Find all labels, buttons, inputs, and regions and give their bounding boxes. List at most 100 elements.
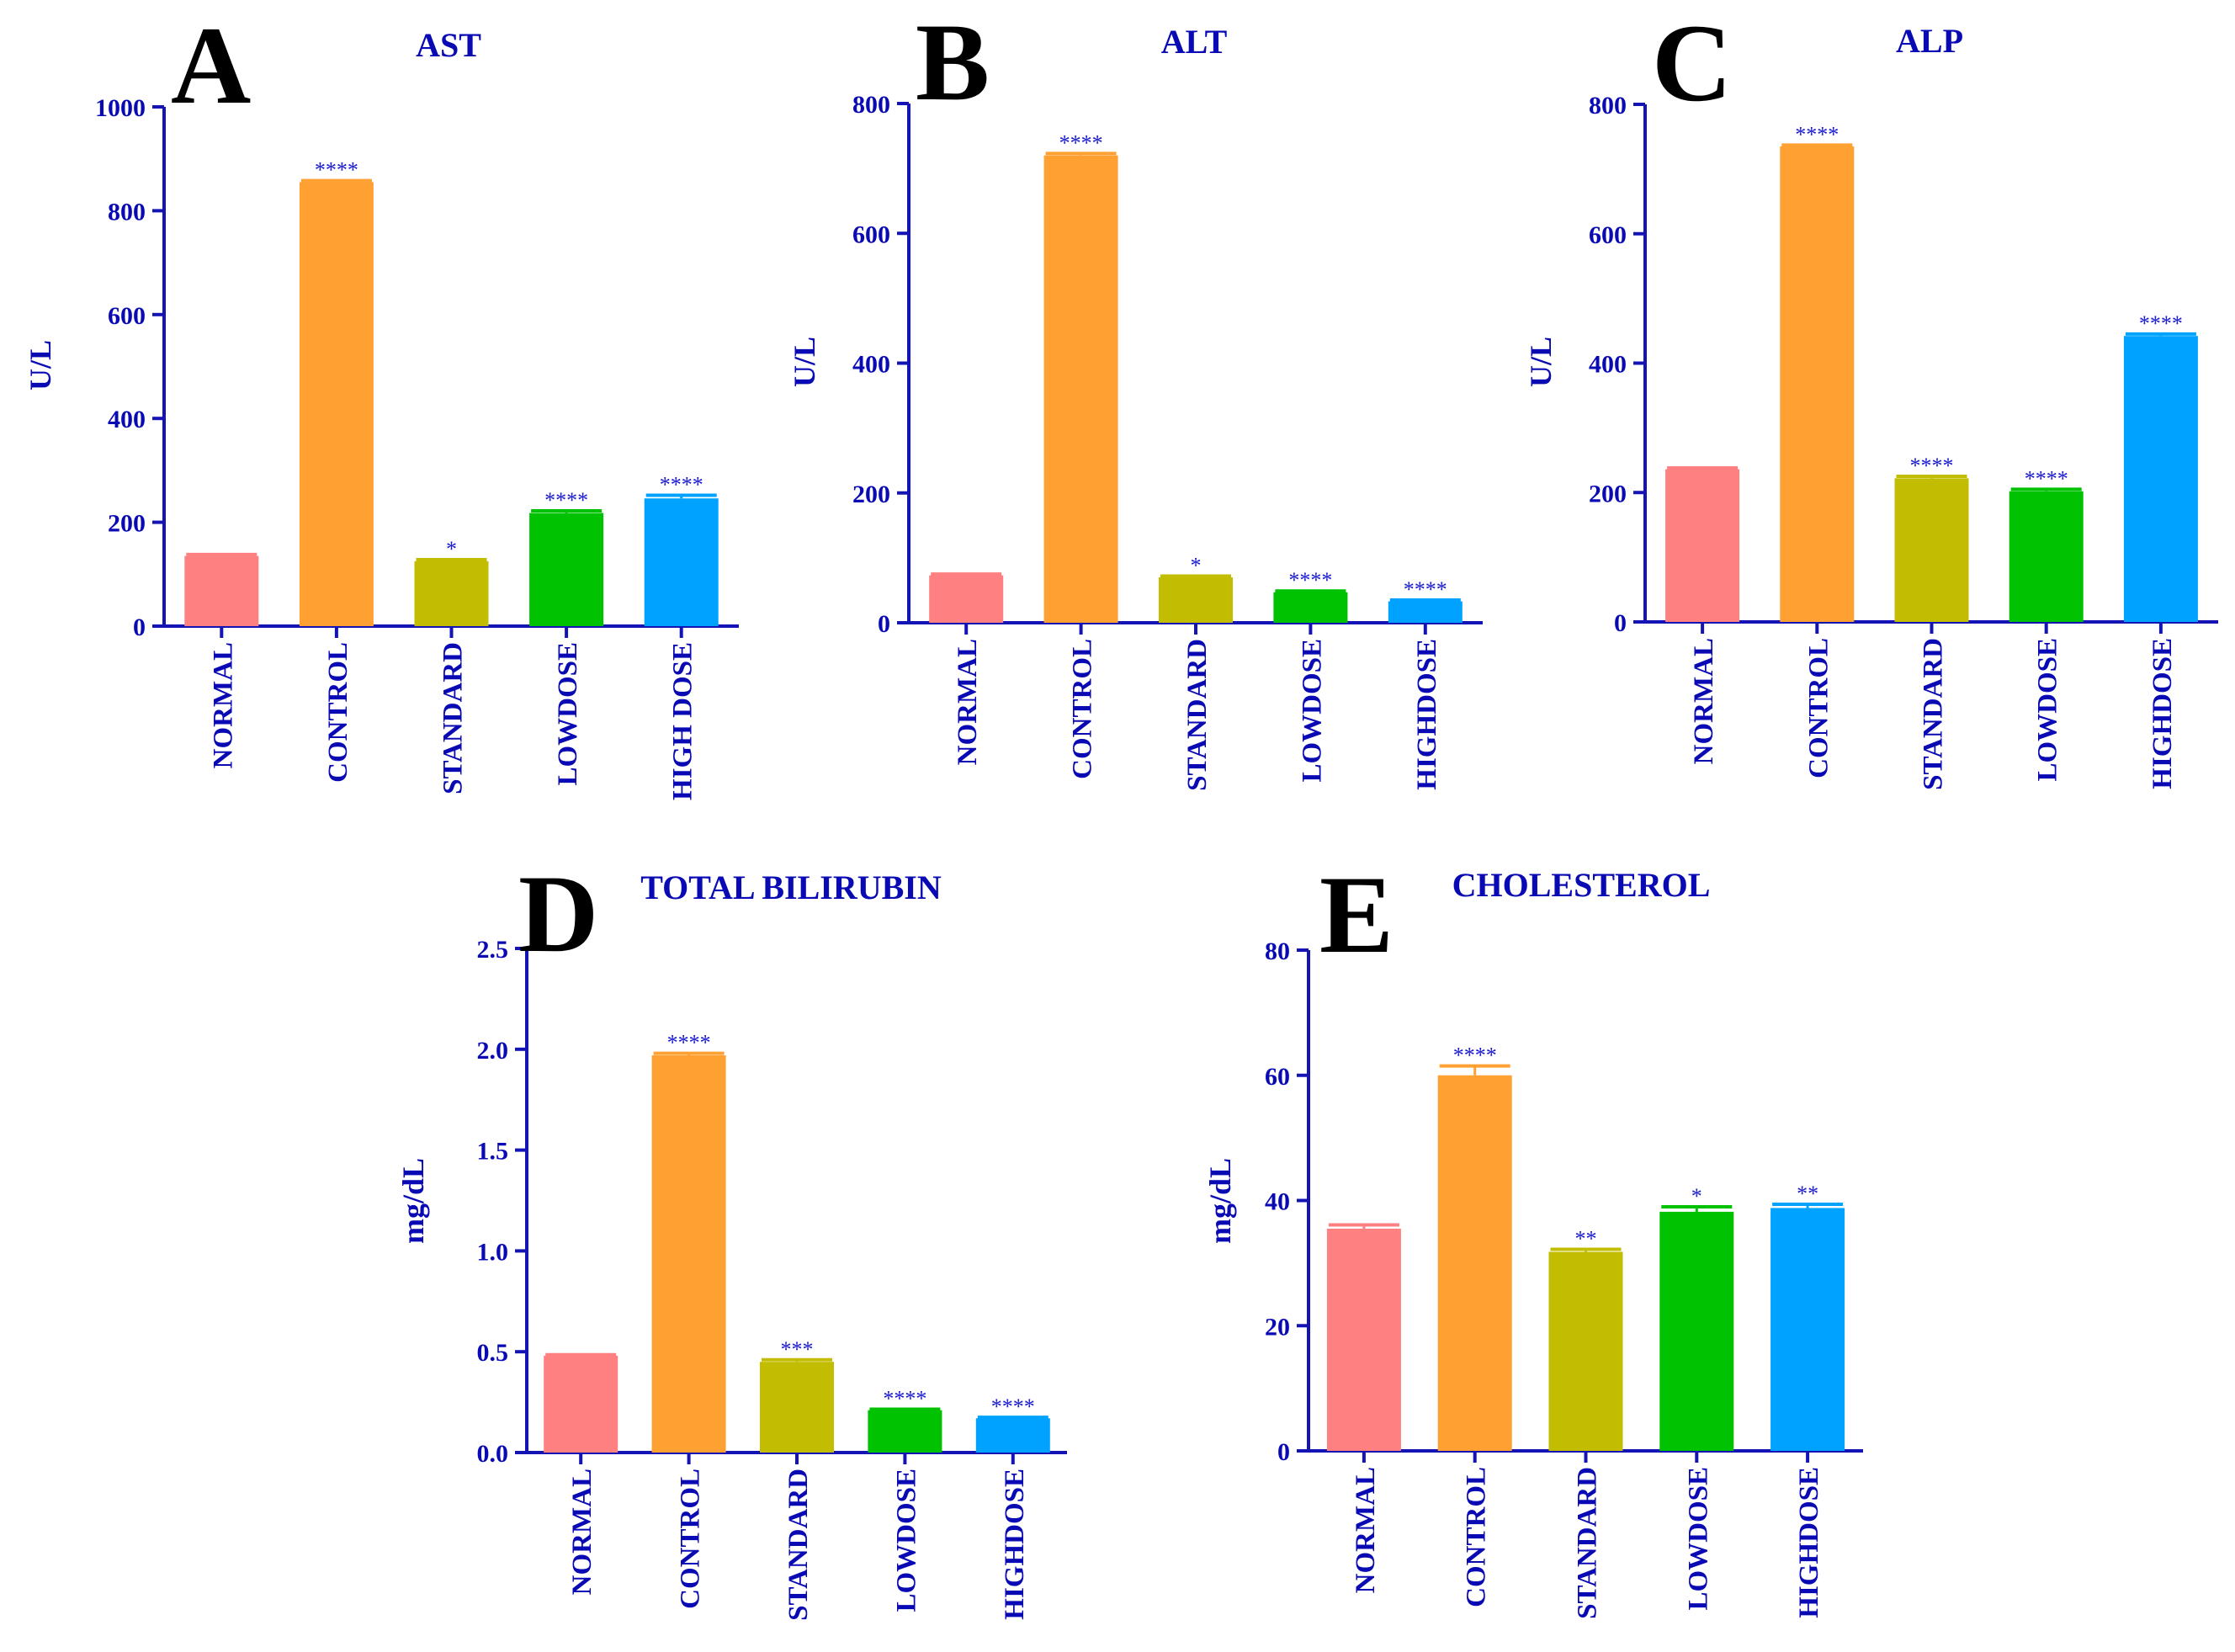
y-tick-label-a: 800 — [108, 198, 146, 226]
bar-c-standard — [1894, 478, 1969, 622]
bar-c-control — [1780, 146, 1855, 622]
panel-title-d: TOTAL BILIRUBIN — [640, 868, 942, 906]
category-label-b-control: CONTROL — [1068, 639, 1098, 779]
category-label-a-lowdose: LOWDOSE — [553, 642, 583, 786]
category-label-a-standard: STANDARD — [438, 642, 469, 794]
category-label-e-control: CONTROL — [1462, 1467, 1492, 1607]
y-tick-label-c: 0 — [1614, 609, 1627, 637]
bar-d-standard — [760, 1362, 834, 1453]
y-tick-label-a: 1000 — [95, 94, 146, 122]
significance-label-c-control: **** — [1795, 122, 1839, 146]
y-tick-label-e: 40 — [1265, 1188, 1290, 1216]
bar-a-lowdose — [529, 513, 604, 626]
y-tick-label-b: 800 — [852, 91, 890, 119]
bar-b-normal — [929, 575, 1004, 623]
category-label-b-highdose: HIGHDOSE — [1412, 639, 1442, 790]
significance-label-b-highdose: **** — [1404, 577, 1447, 602]
category-label-b-normal: NORMAL — [953, 639, 983, 765]
y-tick-label-a: 0 — [133, 614, 146, 641]
panel-title-e: CHOLESTEROL — [1452, 866, 1711, 904]
y-tick-label-e: 80 — [1265, 938, 1290, 965]
panel-title-b: ALT — [1161, 23, 1228, 61]
significance-label-e-highdose: ** — [1797, 1182, 1818, 1206]
y-tick-label-d: 2.0 — [477, 1037, 509, 1065]
y-tick-label-d: 0.5 — [477, 1339, 509, 1367]
category-label-e-normal: NORMAL — [1351, 1467, 1381, 1593]
bar-b-lowdose — [1273, 592, 1348, 623]
panel-e: 0 20 40 60 80 NORMAL **** CONTROL ** STANDARD * LOW… — [1203, 853, 1863, 1619]
category-label-a-control: CONTROL — [323, 642, 353, 783]
category-label-a-normal: NORMAL — [208, 642, 238, 768]
bar-a-standard — [414, 560, 489, 626]
y-tick-label-e: 60 — [1265, 1063, 1290, 1091]
panel-letter-c: C — [1652, 1, 1732, 125]
y-tick-label-e: 0 — [1277, 1438, 1290, 1466]
bar-b-highdose — [1388, 601, 1463, 623]
significance-label-d-control: **** — [667, 1031, 711, 1055]
y-tick-label-b: 600 — [852, 220, 890, 248]
bar-a-control — [299, 182, 374, 627]
significance-label-a-high-dose: **** — [660, 473, 703, 497]
bar-b-standard — [1159, 577, 1233, 623]
y-axis-label-a: U/L — [24, 340, 57, 390]
category-label-d-highdose: HIGHDOSE — [1000, 1469, 1030, 1620]
category-label-d-normal: NORMAL — [567, 1469, 597, 1595]
bar-a-normal — [184, 555, 259, 626]
category-label-a-high-dose: HIGH DOSE — [668, 642, 698, 800]
bar-d-normal — [544, 1355, 618, 1453]
bar-d-lowdose — [868, 1410, 942, 1453]
y-tick-label-c: 800 — [1589, 92, 1627, 120]
category-label-e-standard: STANDARD — [1573, 1467, 1603, 1619]
y-tick-label-e: 20 — [1265, 1313, 1290, 1341]
y-tick-label-c: 600 — [1589, 221, 1627, 249]
significance-label-a-standard: * — [446, 537, 457, 561]
category-label-b-standard: STANDARD — [1182, 639, 1213, 791]
y-tick-label-a: 600 — [108, 302, 146, 330]
category-label-c-standard: STANDARD — [1919, 638, 1949, 790]
panel-title-a: AST — [416, 26, 481, 64]
category-label-d-lowdose: LOWDOSE — [891, 1469, 921, 1612]
panel-letter-a: A — [171, 3, 251, 127]
significance-label-a-lowdose: **** — [544, 488, 588, 513]
bar-d-highdose — [975, 1418, 1050, 1453]
y-tick-label-d: 0.0 — [477, 1440, 509, 1468]
significance-label-b-control: **** — [1059, 130, 1103, 155]
panel-letter-b: B — [916, 0, 990, 124]
significance-label-e-control: **** — [1453, 1044, 1497, 1068]
significance-label-e-lowdose: * — [1691, 1184, 1702, 1208]
significance-label-b-standard: * — [1191, 553, 1202, 577]
bar-e-highdose — [1770, 1208, 1845, 1451]
significance-label-d-highdose: **** — [991, 1394, 1035, 1419]
y-tick-label-d: 1.0 — [477, 1238, 509, 1266]
category-label-c-normal: NORMAL — [1689, 638, 1719, 764]
bar-d-control — [651, 1054, 726, 1453]
bar-e-standard — [1548, 1251, 1623, 1451]
bar-e-normal — [1326, 1228, 1401, 1451]
category-label-d-standard: STANDARD — [783, 1469, 814, 1621]
significance-label-e-standard: ** — [1575, 1227, 1597, 1251]
bar-b-control — [1043, 155, 1118, 623]
y-axis-label-b: U/L — [788, 337, 821, 387]
significance-label-c-highdose: **** — [2139, 311, 2183, 336]
significance-label-d-standard: *** — [781, 1337, 814, 1362]
y-axis-label-e: mg/dL — [1203, 1158, 1237, 1244]
bar-c-normal — [1665, 469, 1740, 622]
bar-a-high-dose — [644, 498, 719, 626]
y-tick-label-a: 400 — [108, 406, 146, 433]
panel-c: 0 200 400 600 800 NORMAL **** CONTROL **** STANDA… — [1524, 1, 2218, 790]
y-tick-label-b: 400 — [852, 351, 890, 379]
panel-letter-e: E — [1319, 853, 1394, 976]
panel-d: 0.0 0.5 1.0 1.5 2.0 2.5 NORMAL **** CONTROL *** ST… — [396, 852, 1067, 1621]
y-tick-label-b: 0 — [878, 610, 890, 638]
category-label-e-highdose: HIGHDOSE — [1794, 1467, 1824, 1618]
y-tick-label-a: 200 — [108, 510, 146, 538]
y-axis-label-c: U/L — [1524, 337, 1558, 387]
significance-label-c-standard: **** — [1910, 454, 1954, 478]
category-label-d-control: CONTROL — [676, 1469, 706, 1609]
y-tick-label-b: 200 — [852, 481, 890, 508]
y-tick-label-d: 1.5 — [477, 1138, 509, 1166]
y-tick-label-d: 2.5 — [477, 936, 509, 964]
panel-letter-d: D — [518, 852, 598, 975]
panel-b: 0 200 400 600 800 NORMAL **** CONTROL * STANDARD *… — [788, 0, 1483, 791]
